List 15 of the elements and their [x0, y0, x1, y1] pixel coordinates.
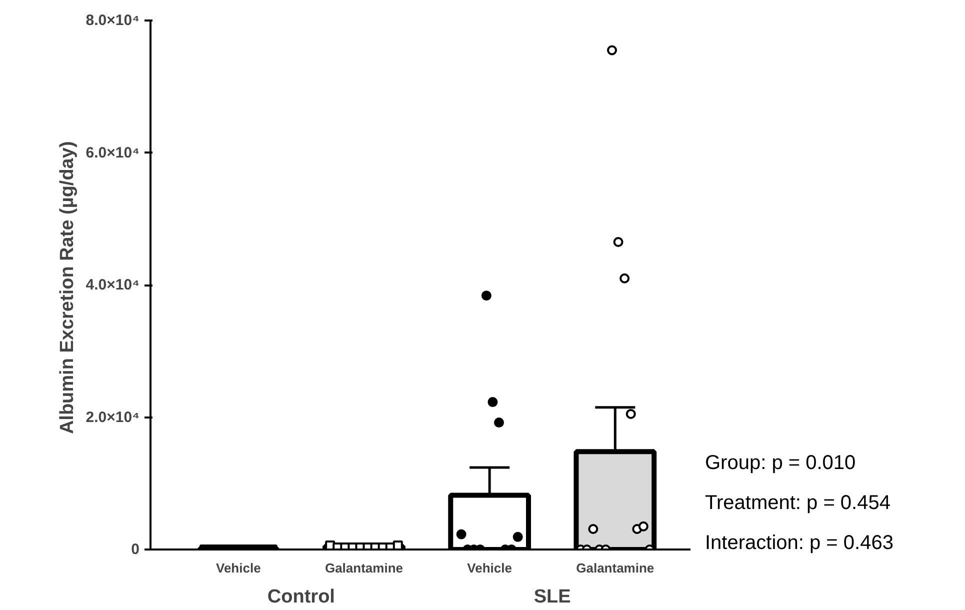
y-tick-label: 0	[131, 541, 140, 558]
x-tick-label: Vehicle	[467, 560, 512, 576]
x-tick-label: Vehicle	[216, 560, 261, 576]
x-tick-label: Galantamine	[576, 560, 654, 576]
text: Interaction: p = 0.463	[705, 531, 894, 556]
text: Treatment: p = 0.454	[705, 491, 890, 516]
y-tick-label: 4.0×10⁴	[86, 276, 140, 294]
y-tick-label: 6.0×10⁴	[86, 144, 140, 162]
y-tick-label: 2.0×10⁴	[86, 408, 140, 426]
y-tick-label: 8.0×10⁴	[86, 12, 140, 29]
y-axis-title: Albumin Excretion Rate (µg/day)	[56, 141, 78, 434]
x-tick-label: Galantamine	[324, 560, 404, 576]
text: Control	[267, 586, 335, 608]
text: Group: p = 0.010	[705, 451, 856, 476]
text: SLE	[534, 586, 571, 608]
